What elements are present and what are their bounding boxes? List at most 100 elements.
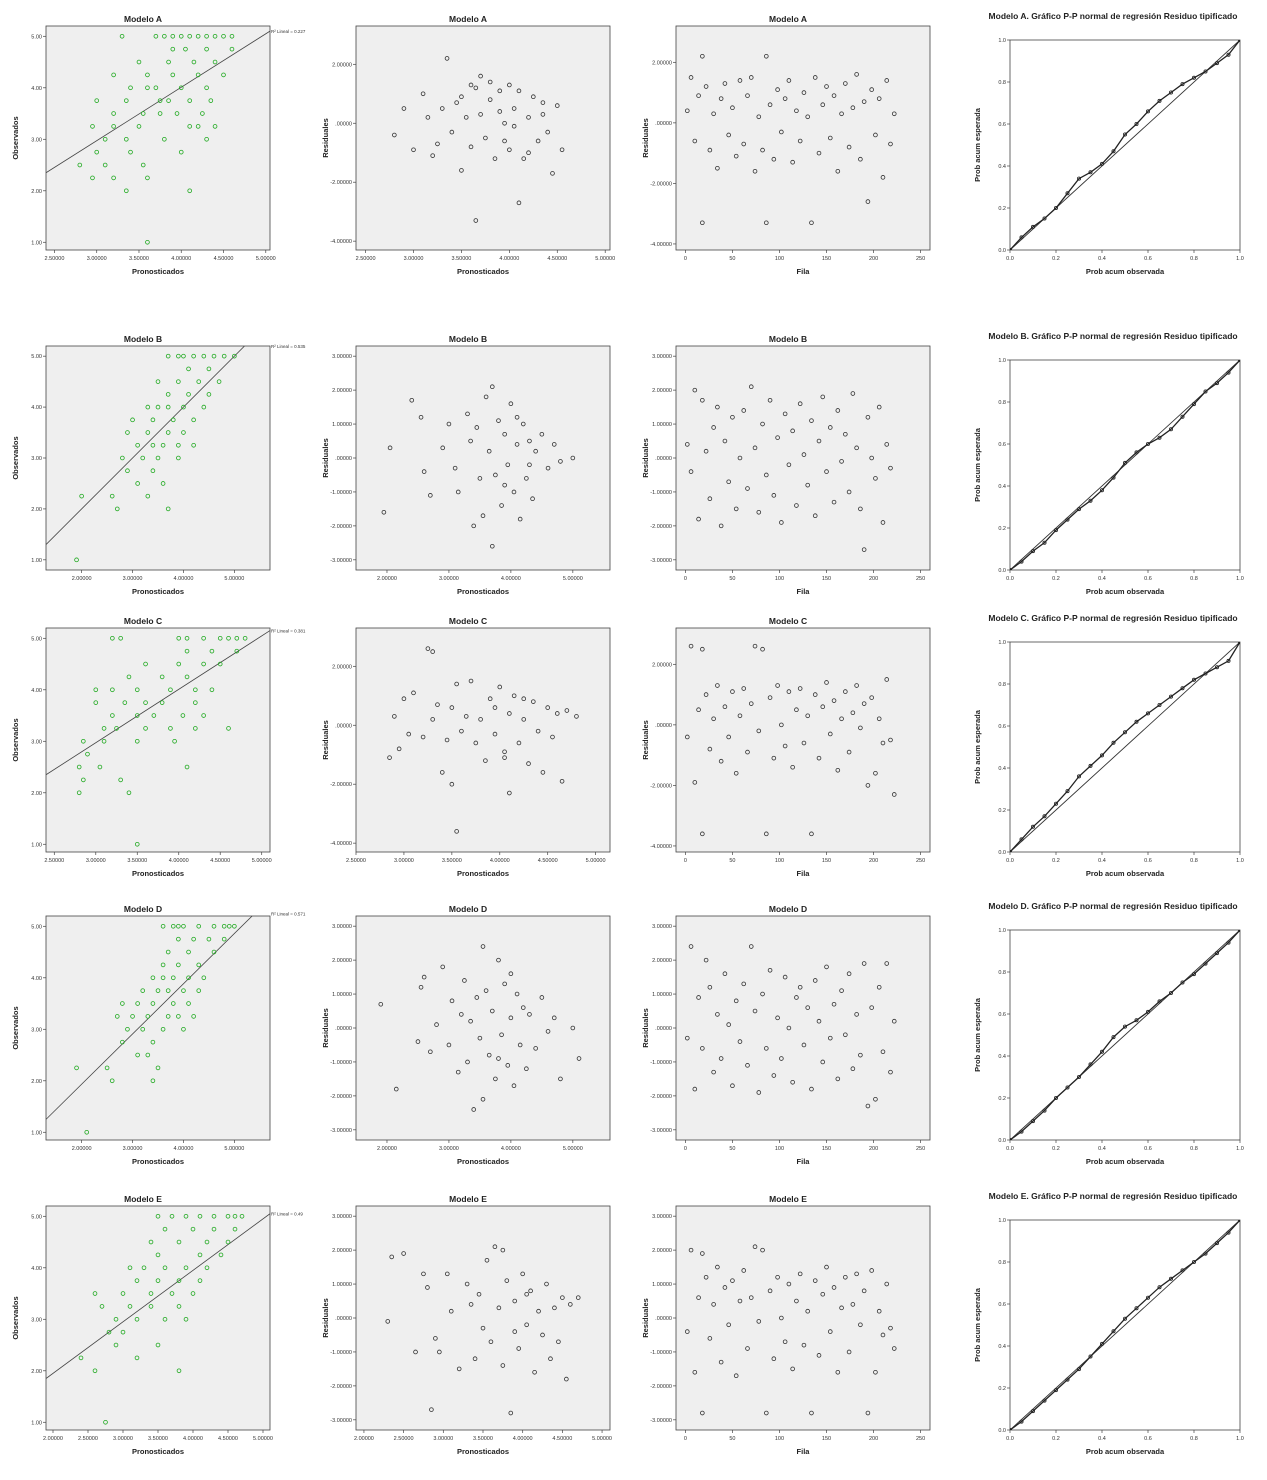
x-tick-label: 2.00000 bbox=[43, 1436, 63, 1442]
y-tick-label: 0.6 bbox=[998, 442, 1006, 448]
data-point bbox=[527, 462, 532, 468]
data-point bbox=[809, 1410, 814, 1416]
data-point bbox=[415, 1039, 421, 1044]
data-point bbox=[176, 442, 181, 448]
y-tick-label: 0.8 bbox=[998, 682, 1006, 688]
data-point bbox=[221, 353, 227, 359]
data-point bbox=[526, 115, 531, 120]
data-point bbox=[160, 442, 166, 448]
y-tick-label: 1.00000 bbox=[652, 1282, 672, 1288]
data-point bbox=[99, 1304, 105, 1309]
chart-c-residuals-vs-predicted: Modelo C 2.50000 3.00000 3.50000 4.00000 4.50… bbox=[318, 612, 618, 882]
pp-point bbox=[1157, 999, 1162, 1004]
data-point bbox=[201, 404, 207, 410]
data-point bbox=[850, 391, 856, 396]
data-point bbox=[187, 188, 192, 194]
data-point bbox=[820, 102, 826, 108]
y-tick-label: 0.4 bbox=[998, 1054, 1006, 1060]
data-point bbox=[225, 1213, 231, 1219]
data-point bbox=[159, 700, 165, 705]
y-axis-label: Observados bbox=[11, 116, 20, 159]
plot-area bbox=[45, 25, 271, 251]
marks-group bbox=[46, 630, 270, 847]
data-point bbox=[221, 33, 226, 39]
data-point bbox=[160, 962, 166, 968]
chart-svg: Modelo A 2.50000 3.00000 3.50000 4.00000 4.50… bbox=[11, 14, 306, 276]
data-point bbox=[801, 452, 807, 457]
pp-series-line bbox=[1010, 360, 1240, 570]
marks-group bbox=[684, 944, 897, 1109]
y-tick-label: 5.00 bbox=[31, 354, 42, 360]
data-point bbox=[884, 1281, 890, 1287]
data-point bbox=[102, 136, 108, 142]
data-point bbox=[831, 698, 837, 703]
marks-group bbox=[684, 53, 897, 226]
data-point bbox=[884, 78, 890, 83]
data-point bbox=[500, 1363, 506, 1368]
data-point bbox=[477, 1035, 483, 1041]
data-point bbox=[468, 1018, 473, 1024]
data-point bbox=[155, 1252, 161, 1258]
data-point bbox=[176, 635, 182, 641]
y-tick-label: 0.4 bbox=[998, 766, 1006, 772]
data-point bbox=[737, 713, 743, 719]
data-point bbox=[176, 1304, 182, 1309]
data-point bbox=[145, 175, 150, 181]
chart-title: Modelo C bbox=[124, 616, 162, 626]
data-point bbox=[748, 1295, 754, 1300]
data-point bbox=[197, 1252, 203, 1258]
x-tick-label: 5.00000 bbox=[586, 858, 606, 864]
data-point bbox=[94, 149, 100, 155]
data-point bbox=[221, 72, 226, 78]
data-point bbox=[446, 421, 452, 427]
data-point bbox=[456, 1366, 462, 1372]
pp-point bbox=[1099, 1341, 1104, 1346]
y-tick-label: -2.00000 bbox=[330, 1384, 352, 1390]
y-tick-label: 1.00000 bbox=[332, 992, 352, 998]
data-point bbox=[218, 1252, 224, 1258]
chart-title: Modelo D bbox=[769, 904, 807, 914]
y-tick-label: 0.6 bbox=[998, 724, 1006, 730]
pp-point bbox=[1099, 161, 1104, 166]
data-point bbox=[204, 33, 209, 39]
data-point bbox=[559, 778, 565, 784]
chart-title: Modelo C. Gráfico P-P normal de regresió… bbox=[988, 613, 1237, 623]
y-tick-label: .00000 bbox=[335, 723, 352, 729]
data-point bbox=[420, 734, 426, 740]
x-axis-label: Pronosticados bbox=[457, 267, 509, 276]
data-point bbox=[688, 944, 694, 949]
marks-group bbox=[46, 916, 253, 1135]
x-tick-label: 4.00000 bbox=[169, 858, 189, 864]
x-tick-label: 2.00000 bbox=[377, 1146, 397, 1152]
data-point bbox=[148, 1239, 154, 1245]
data-point bbox=[756, 510, 762, 515]
x-axis-label: Pronosticados bbox=[457, 587, 509, 596]
data-point bbox=[449, 129, 455, 135]
pp-point bbox=[1099, 488, 1104, 493]
y-tick-label: -3.00000 bbox=[330, 558, 352, 564]
data-point bbox=[530, 496, 535, 502]
data-point bbox=[771, 1073, 777, 1078]
data-point bbox=[145, 1052, 151, 1058]
chart-b-residuals-vs-row: Modelo B 0 50 100 150 200 250 -3.00000 -2.00000 -… bbox=[638, 330, 938, 600]
data-point bbox=[505, 462, 511, 468]
data-point bbox=[696, 516, 701, 522]
data-point bbox=[880, 1049, 886, 1055]
data-point bbox=[805, 1308, 811, 1314]
data-point bbox=[574, 714, 579, 719]
data-point bbox=[532, 1370, 537, 1375]
data-point bbox=[480, 513, 486, 518]
data-point bbox=[888, 465, 893, 471]
chart-title: Modelo E bbox=[449, 1194, 487, 1204]
x-tick-label: 0.0 bbox=[1006, 256, 1014, 262]
data-point bbox=[745, 749, 750, 755]
pp-point bbox=[1180, 980, 1185, 985]
data-point bbox=[449, 998, 455, 1004]
data-point bbox=[703, 84, 709, 89]
data-point bbox=[703, 692, 709, 697]
x-tick-label: 2.00000 bbox=[72, 576, 92, 582]
y-axis-label: Residuales bbox=[321, 720, 330, 760]
data-point bbox=[684, 108, 690, 114]
data-point bbox=[413, 1349, 418, 1355]
data-point bbox=[471, 523, 477, 529]
